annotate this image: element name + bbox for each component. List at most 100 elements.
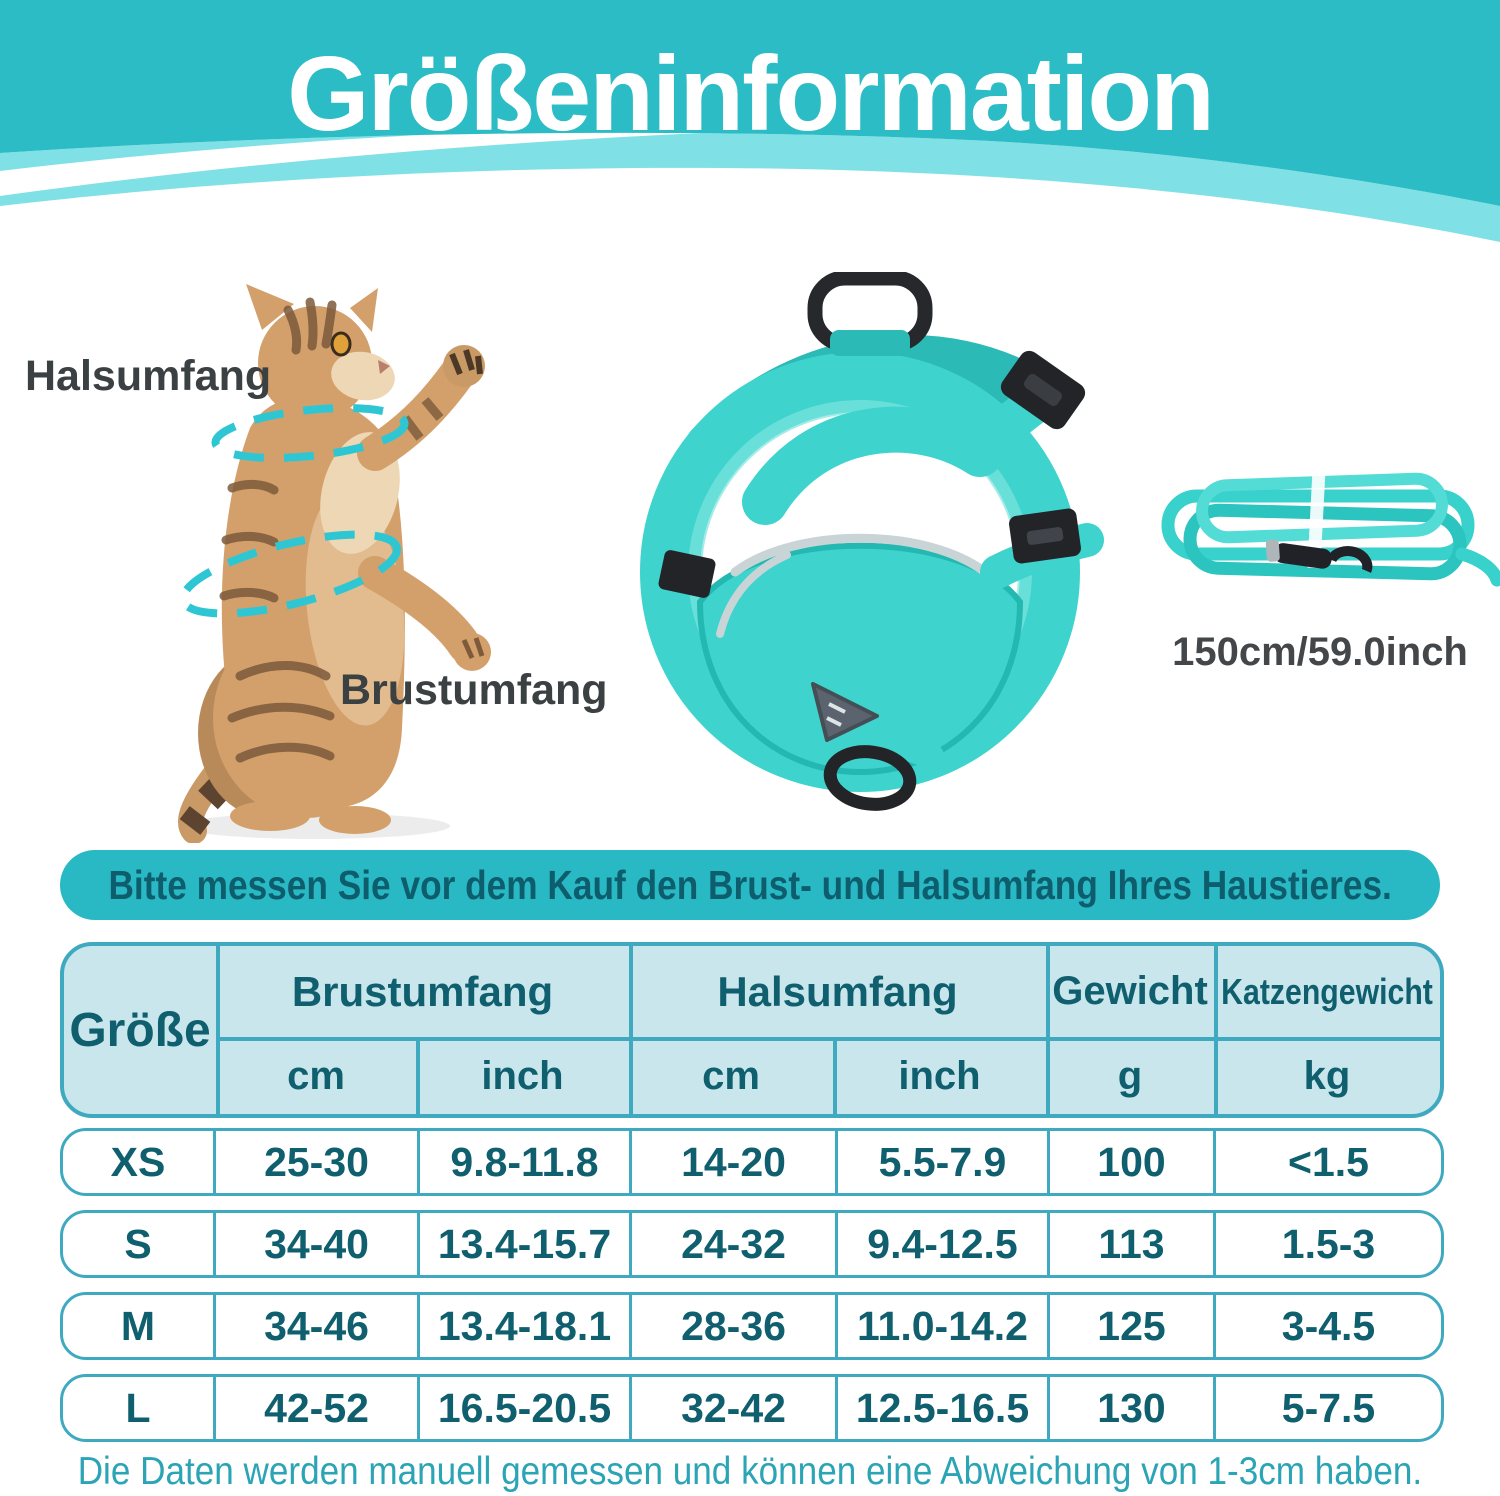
col-header-neck: Halsumfang bbox=[629, 946, 1046, 1037]
page-title: Größeninformation bbox=[287, 35, 1215, 153]
cell-weight: 100 bbox=[1050, 1131, 1216, 1193]
measure-instruction-banner: Bitte messen Sie vor dem Kauf den Brust-… bbox=[60, 850, 1440, 920]
cell-chest-inch: 16.5-20.5 bbox=[420, 1377, 632, 1439]
table-row-s: S 34-40 13.4-15.7 24-32 9.4-12.5 113 1.5… bbox=[60, 1210, 1444, 1278]
cat-hind-paw bbox=[319, 806, 391, 834]
size-header-label: Größe bbox=[69, 1003, 211, 1057]
dring-tab bbox=[884, 731, 944, 769]
wave-main-teal bbox=[0, 0, 1500, 206]
col-header-weight: Gewicht bbox=[1046, 946, 1214, 1037]
footnote: Die Daten werden manuell gemessen und kö… bbox=[0, 1450, 1500, 1494]
cell-neck-inch: 12.5-16.5 bbox=[838, 1377, 1050, 1439]
unit-neck-inch: inch bbox=[833, 1041, 1046, 1111]
divider bbox=[833, 1037, 837, 1114]
handle-wrap bbox=[830, 330, 910, 356]
cell-chest-inch: 13.4-15.7 bbox=[420, 1213, 632, 1275]
size-table-header: Größe Brustumfang Halsumfang Gewicht Kat… bbox=[60, 942, 1444, 1118]
cell-chest-inch: 9.8-11.8 bbox=[420, 1131, 632, 1193]
cell-chest-cm: 42-52 bbox=[216, 1377, 420, 1439]
weight-header-label: Gewicht bbox=[1052, 969, 1208, 1013]
cat-weight-header-label: Katzengewicht bbox=[1221, 970, 1433, 1012]
leash-length-caption: 150cm/59.0inch bbox=[1172, 630, 1468, 674]
divider bbox=[629, 946, 633, 1114]
unit-cat-weight-kg: kg bbox=[1214, 1041, 1440, 1111]
harness-triglide bbox=[658, 550, 716, 598]
header-wave-graphic bbox=[0, 0, 1500, 242]
neck-measure-ellipse bbox=[211, 404, 409, 462]
leash-illustration bbox=[1161, 472, 1500, 587]
harness-d-ring bbox=[823, 745, 917, 811]
cell-cat-weight: 1.5-3 bbox=[1281, 1220, 1376, 1267]
divider bbox=[1046, 946, 1050, 1114]
col-header-chest: Brustumfang bbox=[216, 946, 629, 1037]
harness-adjuster bbox=[1009, 508, 1081, 564]
chest-measure-ellipse bbox=[179, 530, 401, 618]
neck-measure-label: Halsumfang bbox=[25, 352, 272, 400]
cell-chest-cm: 34-46 bbox=[216, 1295, 420, 1357]
cell-neck-cm: 24-32 bbox=[632, 1213, 838, 1275]
harness-buckle bbox=[1000, 350, 1086, 430]
cell-cat-weight: <1.5 bbox=[1288, 1138, 1369, 1185]
cell-neck-cm: 32-42 bbox=[632, 1377, 838, 1439]
unit-chest-cm: cm bbox=[216, 1041, 416, 1111]
col-header-size: Größe bbox=[64, 946, 216, 1114]
cat-nose bbox=[378, 360, 390, 374]
unit-label: cm bbox=[702, 1053, 760, 1098]
leash-clasp bbox=[1265, 539, 1373, 573]
cat-belly bbox=[305, 490, 405, 726]
reflective-strip bbox=[730, 533, 990, 577]
harness-neck-strap bbox=[742, 406, 1003, 525]
harness-chest-panel bbox=[696, 542, 1024, 776]
unit-label: cm bbox=[287, 1053, 345, 1098]
banner-text: Bitte messen Sie vor dem Kauf den Brust-… bbox=[108, 861, 1392, 908]
leash-white-band bbox=[1307, 473, 1326, 569]
cell-size: L bbox=[63, 1377, 216, 1439]
divider bbox=[216, 1037, 1440, 1041]
unit-label: kg bbox=[1303, 1053, 1351, 1098]
chest-header-label: Brustumfang bbox=[291, 967, 554, 1015]
cell-neck-cm: 14-20 bbox=[632, 1131, 838, 1193]
cell-chest-cm: 34-40 bbox=[216, 1213, 420, 1275]
logo-glint bbox=[826, 702, 846, 727]
cell-size: XS bbox=[63, 1131, 216, 1193]
unit-label: g bbox=[1117, 1053, 1143, 1098]
cell-neck-inch: 5.5-7.9 bbox=[838, 1131, 1050, 1193]
cat-ear-right bbox=[350, 288, 378, 332]
paw-toes bbox=[461, 637, 485, 660]
cell-neck-cm: 28-36 bbox=[632, 1295, 838, 1357]
cat-eye bbox=[330, 331, 352, 357]
unit-label: inch bbox=[898, 1053, 981, 1098]
col-header-cat-weight: Katzengewicht bbox=[1214, 946, 1440, 1037]
cell-cat-weight: 3-4.5 bbox=[1281, 1302, 1376, 1349]
table-row-m: M 34-46 13.4-18.1 28-36 11.0-14.2 125 3-… bbox=[60, 1292, 1444, 1360]
reflective-strip bbox=[716, 551, 791, 638]
footnote-text: Die Daten werden manuell gemessen und kö… bbox=[77, 1450, 1423, 1493]
wave-light-band bbox=[0, 132, 1500, 242]
cat-hind-paw bbox=[230, 801, 310, 831]
unit-label: inch bbox=[481, 1053, 564, 1098]
harness-illustration bbox=[640, 272, 1104, 811]
table-row-l: L 42-52 16.5-20.5 32-42 12.5-16.5 130 5-… bbox=[60, 1374, 1444, 1442]
unit-neck-cm: cm bbox=[629, 1041, 833, 1111]
unit-chest-inch: inch bbox=[416, 1041, 629, 1111]
divider bbox=[216, 946, 220, 1114]
cell-cat-weight: 5-7.5 bbox=[1281, 1384, 1376, 1431]
cell-chest-inch: 13.4-18.1 bbox=[420, 1295, 632, 1357]
cell-weight: 130 bbox=[1050, 1377, 1216, 1439]
leash-end bbox=[1455, 547, 1500, 587]
cell-neck-inch: 11.0-14.2 bbox=[838, 1295, 1050, 1357]
table-row-xs: XS 25-30 9.8-11.8 14-20 5.5-7.9 100 <1.5 bbox=[60, 1128, 1444, 1196]
unit-weight-g: g bbox=[1046, 1041, 1214, 1111]
cell-neck-inch: 9.4-12.5 bbox=[838, 1213, 1050, 1275]
neck-header-label: Halsumfang bbox=[717, 967, 958, 1015]
divider bbox=[1214, 946, 1218, 1114]
cell-size: M bbox=[63, 1295, 216, 1357]
divider bbox=[416, 1037, 420, 1114]
cell-weight: 113 bbox=[1050, 1213, 1216, 1275]
cat-stripes bbox=[219, 297, 337, 763]
wave-white-swoosh bbox=[0, 124, 945, 196]
cat-ear-left bbox=[246, 284, 294, 330]
leash-loop bbox=[1183, 503, 1467, 581]
tail-ring bbox=[179, 806, 211, 835]
